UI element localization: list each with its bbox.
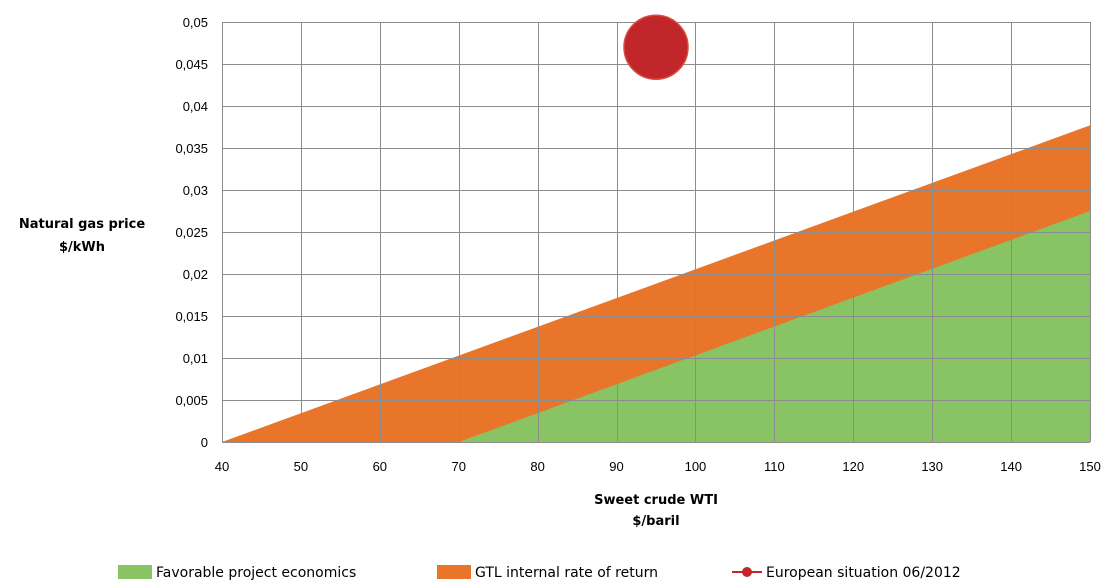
y-tick-label-6: 0,03 xyxy=(183,183,208,198)
y-axis-title-line1: Natural gas price xyxy=(19,217,146,232)
x-tick-label-100: 100 xyxy=(685,459,707,474)
y-tick-label-10: 0,05 xyxy=(183,15,208,30)
x-tick-label-110: 110 xyxy=(764,459,785,474)
x-tick-label-60: 60 xyxy=(373,459,387,474)
y-tick-label-4: 0,02 xyxy=(183,267,208,282)
y-tick-label-2: 0,01 xyxy=(183,351,208,366)
y-axis-title-line2: $/kWh xyxy=(59,240,105,255)
legend-label-european: European situation 06/2012 xyxy=(766,565,961,581)
x-tick-label-70: 70 xyxy=(451,459,465,474)
legend-swatch-gtl xyxy=(437,565,471,579)
x-tick-label-50: 50 xyxy=(294,459,308,474)
y-tick-label-0: 0 xyxy=(201,435,208,450)
x-tick-label-130: 130 xyxy=(921,459,943,474)
x-tick-label-150: 150 xyxy=(1079,459,1101,474)
y-tick-label-3: 0,015 xyxy=(175,309,208,324)
x-tick-label-40: 40 xyxy=(215,459,229,474)
x-tick-label-120: 120 xyxy=(842,459,864,474)
y-tick-label-7: 0,035 xyxy=(175,141,208,156)
area-layer xyxy=(222,125,1090,442)
y-tick-label-5: 0,025 xyxy=(175,225,208,240)
y-tick-label-1: 0,005 xyxy=(175,393,208,408)
marker-layer xyxy=(623,14,689,80)
legend-label-favorable: Favorable project economics xyxy=(156,565,356,581)
european-situation-point xyxy=(623,14,689,80)
y-tick-label-8: 0,04 xyxy=(183,99,208,114)
y-tick-label-9: 0,045 xyxy=(175,57,208,72)
legend: Favorable project economics GTL internal… xyxy=(118,565,961,581)
legend-label-gtl: GTL internal rate of return xyxy=(475,565,658,581)
legend-swatch-favorable xyxy=(118,565,152,579)
tick-labels-layer: 40 50 60 70 80 90 100 110 120 130 140 150 0 0,005 0,01… xyxy=(175,15,1100,474)
x-axis-title-line1: Sweet crude WTI xyxy=(594,493,718,508)
legend-marker-european xyxy=(742,567,752,577)
x-tick-label-90: 90 xyxy=(609,459,623,474)
x-tick-label-80: 80 xyxy=(530,459,544,474)
x-axis-title-line2: $/baril xyxy=(632,514,679,529)
x-tick-label-140: 140 xyxy=(1000,459,1022,474)
